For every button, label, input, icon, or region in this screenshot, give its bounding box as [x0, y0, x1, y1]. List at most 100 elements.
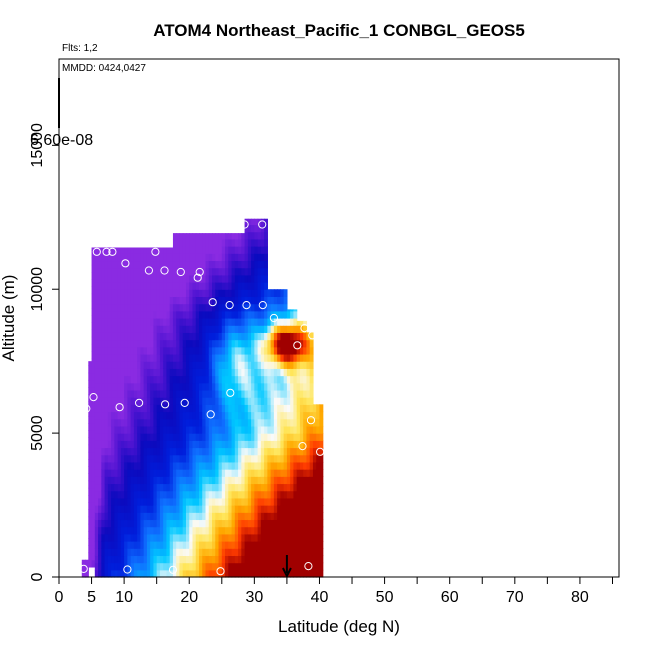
heatmap-cell	[312, 433, 317, 441]
heatmap-cell	[88, 509, 93, 518]
heatmap-cell	[172, 447, 177, 456]
heatmap-cell	[215, 548, 220, 557]
heatmap-cell	[98, 418, 102, 427]
heatmap-cell	[228, 497, 233, 506]
heatmap-cell	[306, 483, 311, 492]
heatmap-cell	[270, 469, 275, 477]
heatmap-cell	[146, 375, 151, 384]
heatmap-cell	[153, 368, 158, 377]
heatmap-cell	[150, 519, 155, 528]
heatmap-cell	[199, 454, 203, 463]
heatmap-cell	[156, 382, 161, 391]
heatmap-cell	[244, 238, 249, 247]
heatmap-cell	[182, 332, 187, 341]
heatmap-cell	[169, 247, 174, 254]
heatmap-cell	[251, 447, 255, 456]
heatmap-cell	[107, 339, 112, 348]
heatmap-cell	[241, 339, 246, 348]
heatmap-cell	[208, 497, 213, 506]
heatmap-cell	[127, 289, 132, 298]
heatmap-cell	[91, 358, 96, 367]
heatmap-cell	[257, 339, 262, 348]
heatmap-cell	[241, 253, 246, 262]
heatmap-cell	[182, 469, 187, 477]
heatmap-cell	[179, 274, 184, 283]
heatmap-cell	[241, 505, 246, 513]
heatmap-cell	[120, 519, 125, 528]
heatmap-cell	[127, 526, 132, 535]
heatmap-cell	[290, 526, 295, 535]
heatmap-cell	[114, 318, 119, 326]
heatmap-cell	[120, 375, 125, 384]
heatmap-cell	[234, 289, 239, 298]
heatmap-cell	[137, 346, 141, 355]
heatmap-cell	[208, 512, 213, 521]
heatmap-cell	[221, 541, 226, 549]
heatmap-cell	[267, 375, 272, 384]
heatmap-cell	[212, 512, 216, 521]
heatmap-cell	[133, 361, 138, 369]
heatmap-cell	[215, 397, 220, 405]
heatmap-cell	[228, 339, 233, 348]
heatmap-cell	[153, 555, 158, 564]
heatmap-cell	[185, 353, 190, 362]
heatmap-cell	[199, 541, 203, 549]
heatmap-cell	[208, 469, 213, 477]
heatmap-cell	[299, 411, 304, 420]
heatmap-cell	[150, 310, 155, 319]
heatmap-cell	[146, 469, 151, 477]
heatmap-cell	[238, 461, 242, 470]
heatmap-cell	[251, 346, 255, 355]
heatmap-cell	[215, 533, 220, 542]
heatmap-cell	[234, 404, 239, 413]
heatmap-cell	[130, 247, 135, 254]
heatmap-cell	[202, 541, 207, 549]
heatmap-cell	[143, 526, 148, 535]
heatmap-cell	[283, 397, 288, 405]
heatmap-cell	[264, 332, 268, 341]
heatmap-cell	[156, 454, 161, 463]
observation-point	[216, 567, 225, 576]
heatmap-cell	[94, 490, 99, 499]
heatmap-cell	[182, 447, 187, 456]
heatmap-cell	[306, 541, 311, 549]
heatmap-cell	[117, 361, 122, 369]
heatmap-cell	[273, 303, 278, 312]
heatmap-cell	[290, 318, 295, 326]
heatmap-cell	[280, 447, 285, 456]
heatmap-cell	[290, 505, 295, 513]
heatmap-cell	[91, 300, 96, 309]
heatmap-cell	[124, 469, 128, 477]
heatmap-cell	[228, 303, 233, 312]
heatmap-cell	[159, 303, 164, 312]
heatmap-cell	[241, 346, 246, 355]
heatmap-cell	[199, 497, 203, 506]
heatmap-cell	[218, 296, 223, 305]
heatmap-cell	[172, 246, 177, 254]
heatmap-cell	[114, 382, 119, 391]
heatmap-cell	[215, 440, 220, 449]
heatmap-cell	[228, 274, 233, 283]
heatmap-cell	[137, 533, 141, 542]
heatmap-cell	[111, 526, 115, 535]
heatmap-cell	[133, 454, 138, 463]
heatmap-cell	[212, 440, 216, 449]
heatmap-cell	[91, 379, 96, 388]
heatmap-cell	[172, 505, 177, 513]
heatmap-cell	[124, 404, 128, 413]
heatmap-cell	[143, 461, 148, 470]
heatmap-cell	[88, 502, 93, 510]
heatmap-cell	[120, 433, 125, 441]
heatmap-cell	[166, 483, 171, 492]
heatmap-cell	[286, 368, 291, 377]
heatmap-cell	[293, 389, 298, 398]
heatmap-cell	[179, 310, 184, 319]
heatmap-cell	[244, 346, 249, 355]
heatmap-cell	[293, 411, 298, 420]
heatmap-cell	[221, 238, 226, 247]
heatmap-cell	[166, 548, 171, 557]
heatmap-cell	[140, 555, 145, 564]
heatmap-cell	[286, 497, 291, 506]
heatmap-cell	[306, 512, 311, 521]
heatmap-cell	[111, 569, 115, 578]
